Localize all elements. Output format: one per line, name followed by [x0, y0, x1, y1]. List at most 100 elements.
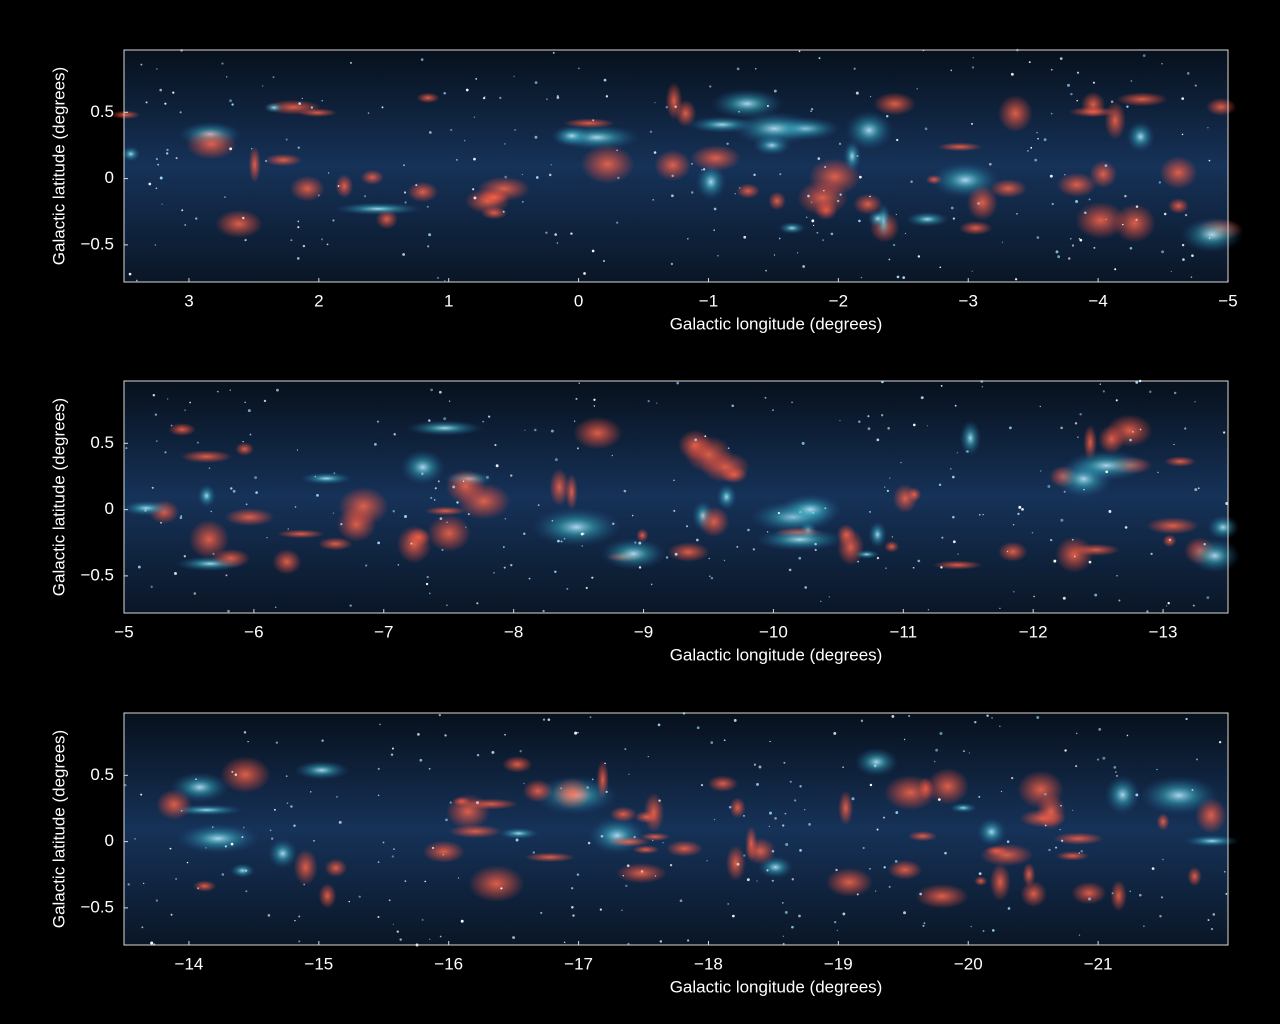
star — [1049, 538, 1053, 542]
star — [908, 714, 911, 718]
star — [605, 790, 608, 793]
star — [221, 873, 225, 876]
star — [1118, 599, 1121, 602]
x-tick-label: −8 — [504, 622, 523, 641]
x-tick-label: −4 — [1088, 291, 1107, 310]
star — [769, 811, 772, 815]
star — [727, 447, 730, 449]
dust-cloud — [933, 560, 983, 570]
star — [314, 475, 317, 478]
x-axis-label: Galactic longitude (degrees) — [670, 645, 883, 664]
star — [747, 528, 750, 532]
dust-cloud — [729, 797, 746, 819]
nebula — [710, 88, 784, 119]
star — [1043, 138, 1047, 142]
star — [148, 182, 152, 186]
x-tick-label: −1 — [699, 291, 718, 310]
star — [140, 793, 143, 796]
star — [835, 868, 838, 872]
nebula — [1126, 120, 1155, 153]
star — [752, 548, 755, 551]
star — [186, 861, 189, 864]
star — [159, 88, 162, 92]
x-tick-label: −2 — [829, 291, 848, 310]
dust-cloud — [654, 149, 692, 181]
star — [462, 480, 465, 482]
star — [999, 607, 1001, 610]
star — [772, 409, 774, 411]
star — [781, 901, 784, 904]
star — [723, 559, 726, 562]
star — [654, 101, 656, 104]
star — [170, 913, 173, 916]
dust-cloud — [1053, 832, 1104, 845]
star — [1001, 241, 1004, 243]
star — [1093, 246, 1096, 249]
dust-cloud — [1068, 106, 1117, 118]
star — [822, 239, 824, 241]
image-background — [124, 381, 1228, 613]
dust-cloud — [640, 832, 671, 841]
dust-cloud — [1156, 813, 1170, 831]
star — [616, 149, 618, 151]
star — [875, 890, 877, 892]
star — [151, 486, 154, 489]
star — [274, 606, 277, 609]
star — [1067, 83, 1071, 87]
star — [534, 428, 537, 432]
star — [665, 105, 669, 109]
dust-cloud — [478, 190, 510, 205]
star — [377, 861, 380, 864]
nebula — [854, 747, 899, 777]
nebula — [263, 102, 285, 113]
star — [426, 575, 429, 579]
star — [939, 266, 942, 269]
star — [528, 577, 531, 580]
star — [968, 752, 971, 754]
star — [1060, 426, 1063, 430]
star — [144, 509, 147, 512]
star — [604, 762, 606, 765]
star — [540, 911, 543, 914]
dust-cloud — [609, 806, 637, 823]
dust-cloud — [690, 145, 741, 172]
star — [605, 95, 609, 98]
star — [858, 420, 861, 423]
star — [276, 388, 279, 392]
star — [393, 433, 396, 436]
star — [912, 423, 916, 427]
dust-cloud — [797, 180, 849, 216]
nebula — [197, 484, 217, 508]
star — [774, 817, 777, 820]
nebula — [732, 111, 817, 146]
star — [869, 195, 871, 198]
x-tick-label: −7 — [374, 622, 393, 641]
y-axis-label: Galactic latitude (degrees) — [49, 730, 68, 928]
star — [404, 515, 407, 519]
star — [298, 940, 301, 943]
star — [674, 552, 678, 556]
star — [1132, 431, 1134, 433]
y-tick-label: 0.5 — [90, 433, 114, 452]
star — [134, 838, 136, 840]
star — [919, 892, 922, 896]
star — [654, 875, 657, 877]
star — [739, 187, 741, 189]
star — [174, 572, 177, 575]
star — [803, 808, 806, 811]
star — [193, 592, 197, 595]
nebula — [905, 211, 950, 227]
star — [647, 755, 649, 758]
star — [621, 909, 623, 911]
dust-cloud — [1020, 880, 1047, 908]
star — [796, 252, 799, 254]
star — [428, 767, 431, 770]
nebula — [695, 163, 727, 201]
star — [1050, 68, 1053, 71]
star — [229, 147, 233, 151]
x-tick-label: −15 — [304, 954, 333, 973]
star — [886, 489, 890, 492]
star — [495, 464, 499, 468]
sky-image — [121, 379, 1241, 613]
star — [421, 918, 424, 921]
